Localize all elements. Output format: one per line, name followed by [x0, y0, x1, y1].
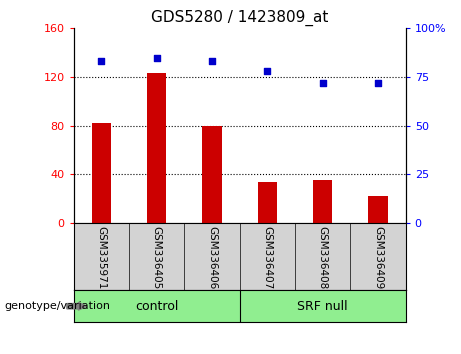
- Text: GSM335971: GSM335971: [96, 227, 106, 290]
- Bar: [202, 126, 222, 223]
- Point: [264, 68, 271, 74]
- Title: GDS5280 / 1423809_at: GDS5280 / 1423809_at: [151, 9, 328, 25]
- Point: [208, 58, 216, 64]
- Text: GSM336406: GSM336406: [207, 227, 217, 290]
- Bar: [313, 181, 332, 223]
- Text: SRF null: SRF null: [297, 300, 348, 313]
- Text: ■: ■: [74, 353, 85, 354]
- Bar: [368, 196, 388, 223]
- Text: control: control: [135, 300, 178, 313]
- Text: GSM336405: GSM336405: [152, 227, 162, 290]
- Point: [153, 55, 160, 60]
- Text: genotype/variation: genotype/variation: [5, 301, 111, 311]
- Text: GSM336407: GSM336407: [262, 227, 272, 290]
- Point: [319, 80, 326, 86]
- Point: [98, 58, 105, 64]
- Text: GSM336408: GSM336408: [318, 227, 328, 290]
- Bar: [147, 73, 166, 223]
- Text: GSM336409: GSM336409: [373, 227, 383, 290]
- Bar: [258, 182, 277, 223]
- Point: [374, 80, 382, 86]
- Bar: [92, 123, 111, 223]
